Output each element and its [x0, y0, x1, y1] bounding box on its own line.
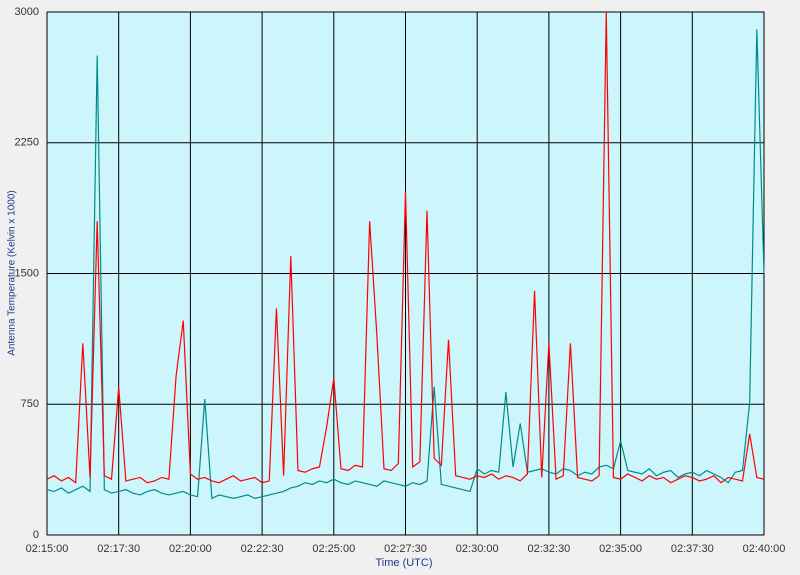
y-tick-label: 2250 — [15, 137, 39, 149]
x-tick-label: 02:35:00 — [599, 543, 642, 555]
x-tick-label: 02:30:00 — [456, 543, 499, 555]
x-tick-label: 02:22:30 — [241, 543, 284, 555]
x-tick-label: 02:37:30 — [671, 543, 714, 555]
y-tick-label: 750 — [21, 398, 39, 410]
x-axis-label: Time (UTC) — [375, 557, 432, 569]
series-line — [46, 11, 765, 484]
x-tick-label: 02:17:30 — [97, 543, 140, 555]
y-tick-label: 3000 — [15, 6, 39, 18]
x-tick-label: 02:20:00 — [169, 543, 212, 555]
x-tick-label: 02:27:30 — [384, 543, 427, 555]
series-line — [46, 29, 765, 500]
y-axis-label: Antenna Temperature (Kelvin x 1000) — [7, 190, 18, 355]
x-tick-label: 02:40:00 — [743, 543, 786, 555]
x-tick-label: 02:25:00 — [312, 543, 355, 555]
x-tick-label: 02:15:00 — [26, 543, 69, 555]
x-tick-label: 02:32:30 — [527, 543, 570, 555]
y-tick-label: 1500 — [15, 267, 39, 279]
y-tick-label: 0 — [33, 529, 39, 541]
